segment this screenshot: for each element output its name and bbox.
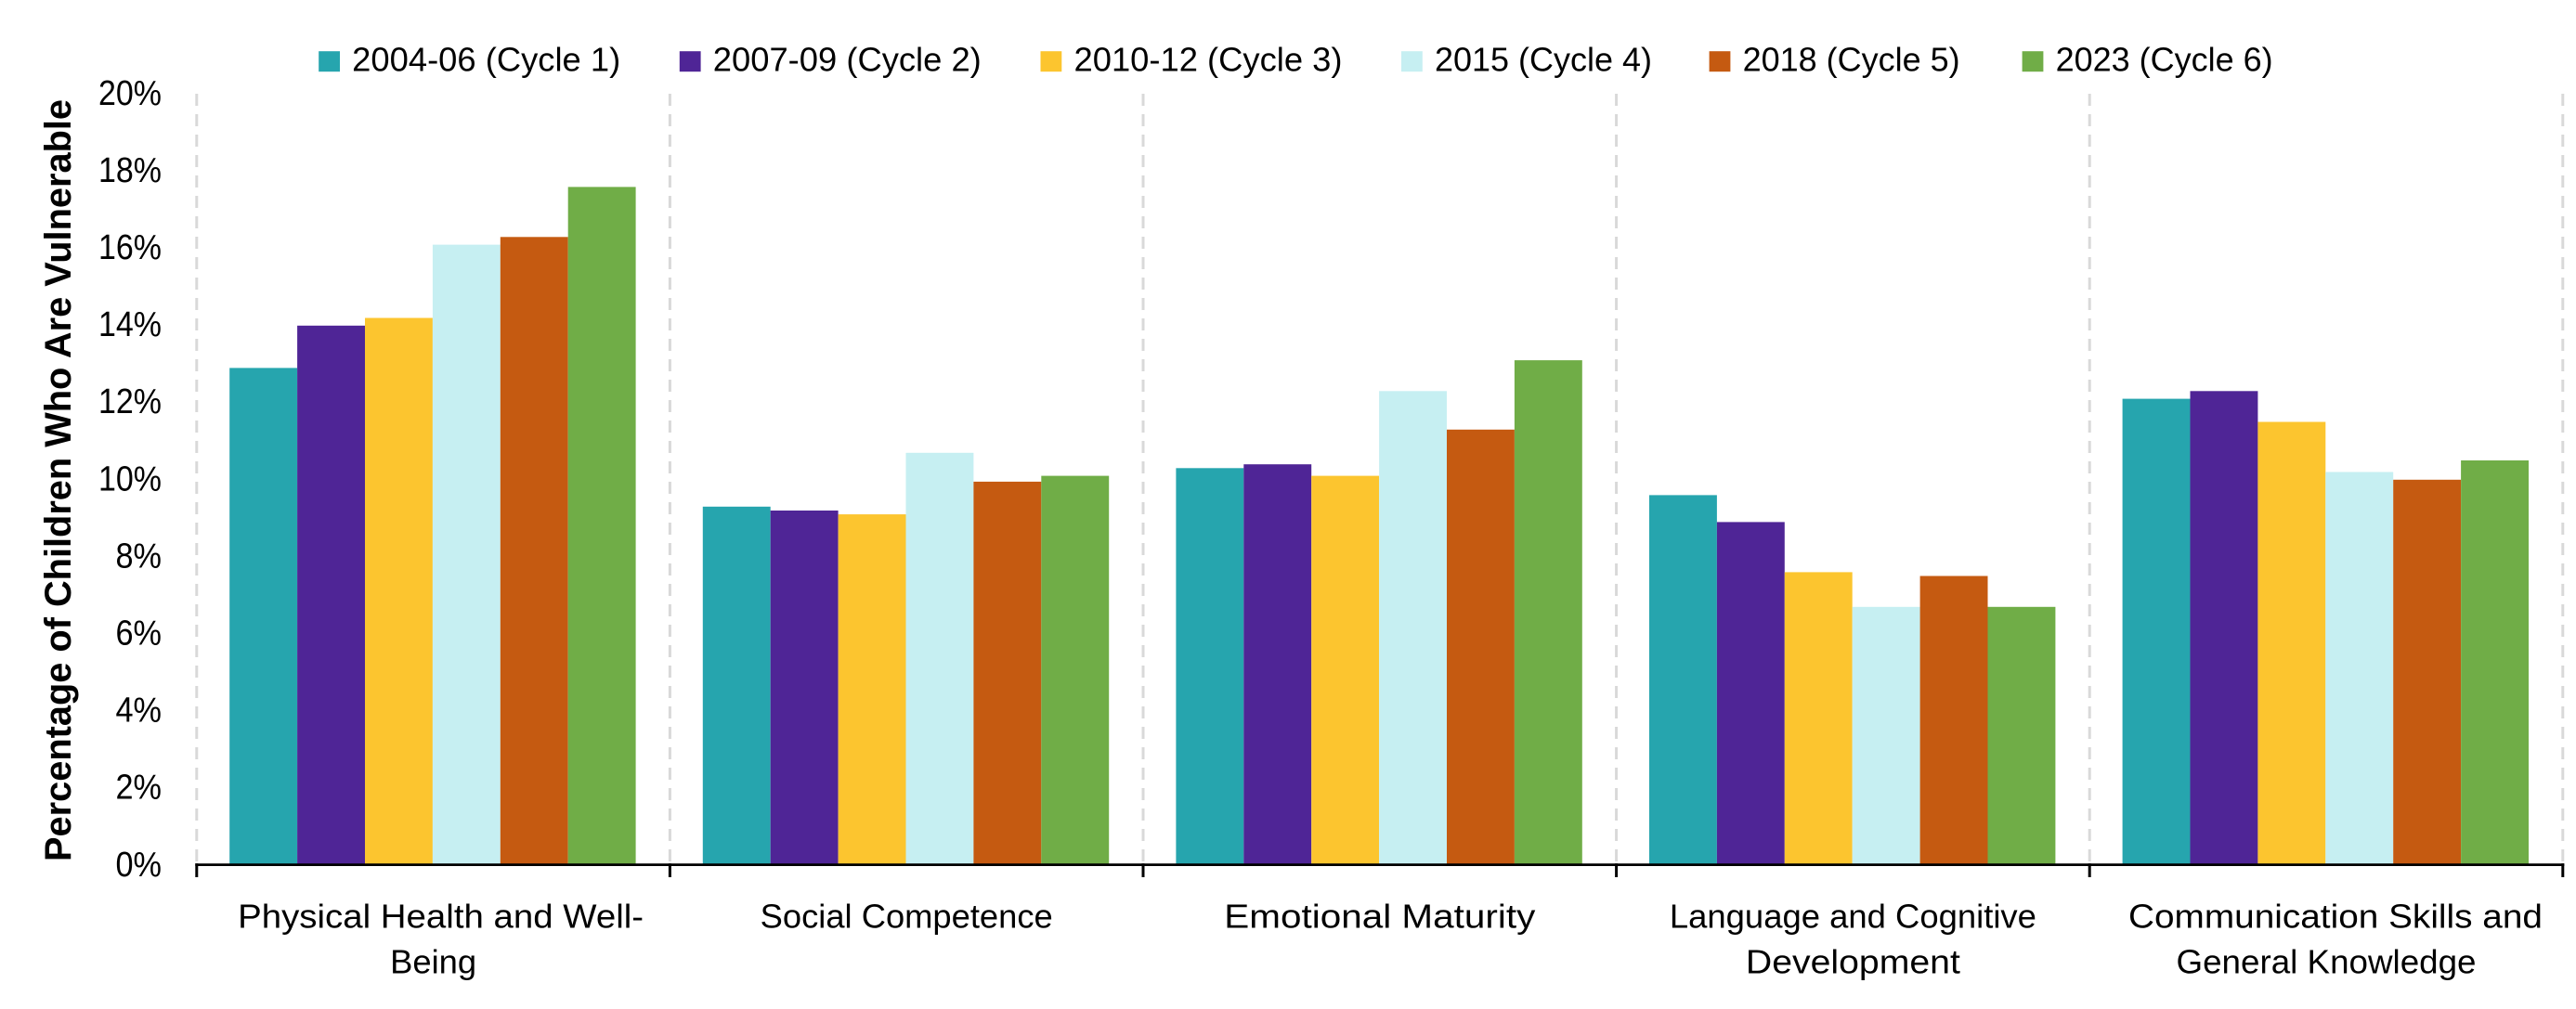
svg-text:4%: 4% xyxy=(116,692,163,731)
svg-text:2018 (Cycle 5): 2018 (Cycle 5) xyxy=(1743,41,1960,79)
svg-text:Emotional Maturity: Emotional Maturity xyxy=(1224,898,1535,936)
svg-text:General Knowledge: General Knowledge xyxy=(2177,943,2477,981)
svg-text:Development: Development xyxy=(1746,943,1960,981)
svg-text:Social Competence: Social Competence xyxy=(761,898,1053,936)
svg-text:18%: 18% xyxy=(98,151,162,190)
svg-text:2015 (Cycle 4): 2015 (Cycle 4) xyxy=(1435,41,1652,79)
svg-text:Percentage of Children Who Are: Percentage of Children Who Are Vulnerabl… xyxy=(38,99,79,861)
svg-text:Language and Cognitive: Language and Cognitive xyxy=(1670,898,2036,936)
svg-text:Being: Being xyxy=(390,943,476,981)
svg-text:10%: 10% xyxy=(98,459,162,498)
svg-text:16%: 16% xyxy=(98,228,162,267)
svg-text:2%: 2% xyxy=(116,769,163,808)
svg-text:14%: 14% xyxy=(98,305,162,344)
svg-text:Communication Skills and: Communication Skills and xyxy=(2128,898,2543,936)
svg-text:2010-12 (Cycle 3): 2010-12 (Cycle 3) xyxy=(1074,41,1343,79)
svg-text:2007-09 (Cycle 2): 2007-09 (Cycle 2) xyxy=(713,41,982,79)
svg-text:0%: 0% xyxy=(116,846,163,885)
svg-text:8%: 8% xyxy=(116,537,163,576)
svg-text:12%: 12% xyxy=(98,382,162,421)
svg-text:Physical Health and Well-: Physical Health and Well- xyxy=(238,898,644,936)
svg-text:6%: 6% xyxy=(116,614,163,653)
svg-text:2004-06 (Cycle 1): 2004-06 (Cycle 1) xyxy=(352,41,620,79)
svg-text:2023 (Cycle 6): 2023 (Cycle 6) xyxy=(2056,41,2273,79)
svg-text:20%: 20% xyxy=(98,74,162,113)
